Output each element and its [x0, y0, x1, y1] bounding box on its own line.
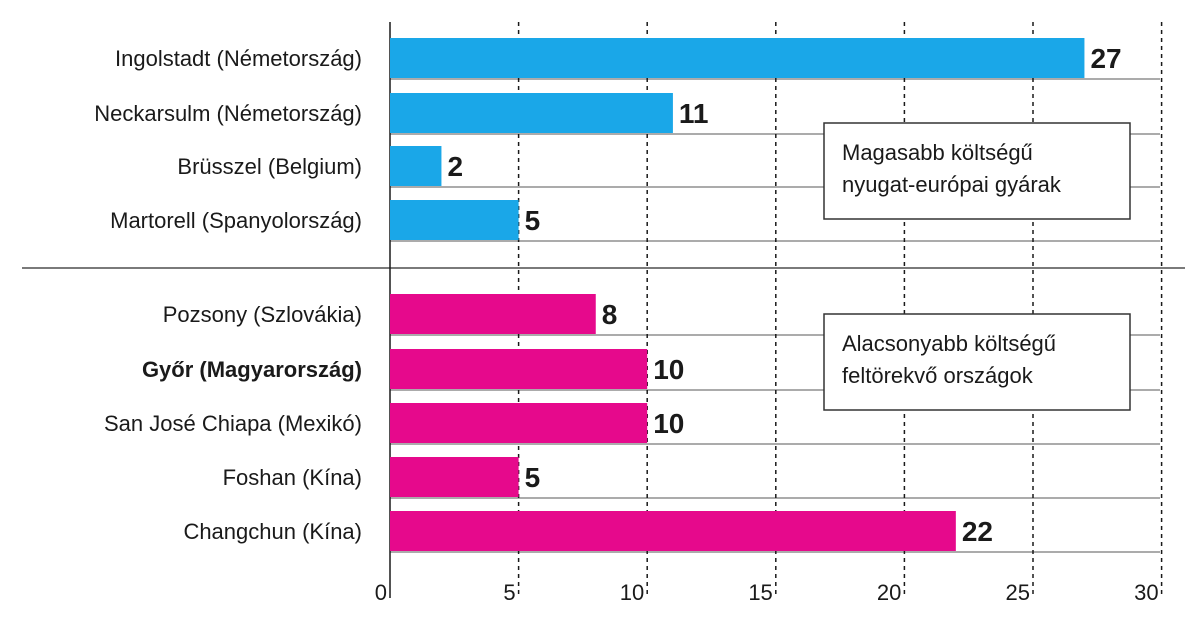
value-label: 5	[525, 205, 541, 236]
bar	[390, 403, 648, 443]
category-label: Győr (Magyarország)	[142, 357, 362, 382]
x-tick-label: 15	[748, 580, 772, 605]
category-label: Ingolstadt (Németország)	[115, 46, 362, 71]
value-label: 22	[962, 516, 993, 547]
category-label: Foshan (Kína)	[223, 465, 362, 490]
value-label: 5	[525, 462, 541, 493]
group-annotation-text: feltörekvő országok	[842, 363, 1034, 388]
group-annotation-box	[823, 313, 1131, 411]
bar	[390, 200, 519, 240]
category-label: Neckarsulm (Németország)	[94, 101, 362, 126]
x-tick-label: 25	[1006, 580, 1030, 605]
bar	[390, 349, 648, 389]
value-label: 27	[1090, 43, 1121, 74]
category-label: Pozsony (Szlovákia)	[163, 302, 362, 327]
x-tick-label: 10	[620, 580, 644, 605]
bar	[390, 294, 596, 334]
value-label: 2	[447, 151, 463, 182]
category-label: Changchun (Kína)	[183, 519, 362, 544]
bar	[390, 146, 442, 186]
category-label: Martorell (Spanyolország)	[110, 208, 362, 233]
group-annotation-text: Alacsonyabb költségű	[842, 331, 1056, 356]
value-label: 11	[679, 98, 709, 129]
x-tick-label: 30	[1134, 580, 1158, 605]
bar	[390, 457, 519, 497]
group-annotation-box	[823, 122, 1131, 220]
x-tick-label: 20	[877, 580, 901, 605]
category-label: Brüsszel (Belgium)	[177, 154, 362, 179]
x-tick-label: 5	[503, 580, 515, 605]
value-label: 10	[653, 408, 684, 439]
group-annotation-text: Magasabb költségű	[842, 140, 1033, 165]
group-annotation-text: nyugat-európai gyárak	[842, 172, 1062, 197]
category-label: San José Chiapa (Mexikó)	[104, 411, 362, 436]
value-label: 8	[602, 299, 618, 330]
bar	[390, 38, 1085, 78]
bar	[390, 93, 673, 133]
x-tick-label: 0	[375, 580, 387, 605]
value-label: 10	[653, 354, 684, 385]
bar	[390, 511, 956, 551]
